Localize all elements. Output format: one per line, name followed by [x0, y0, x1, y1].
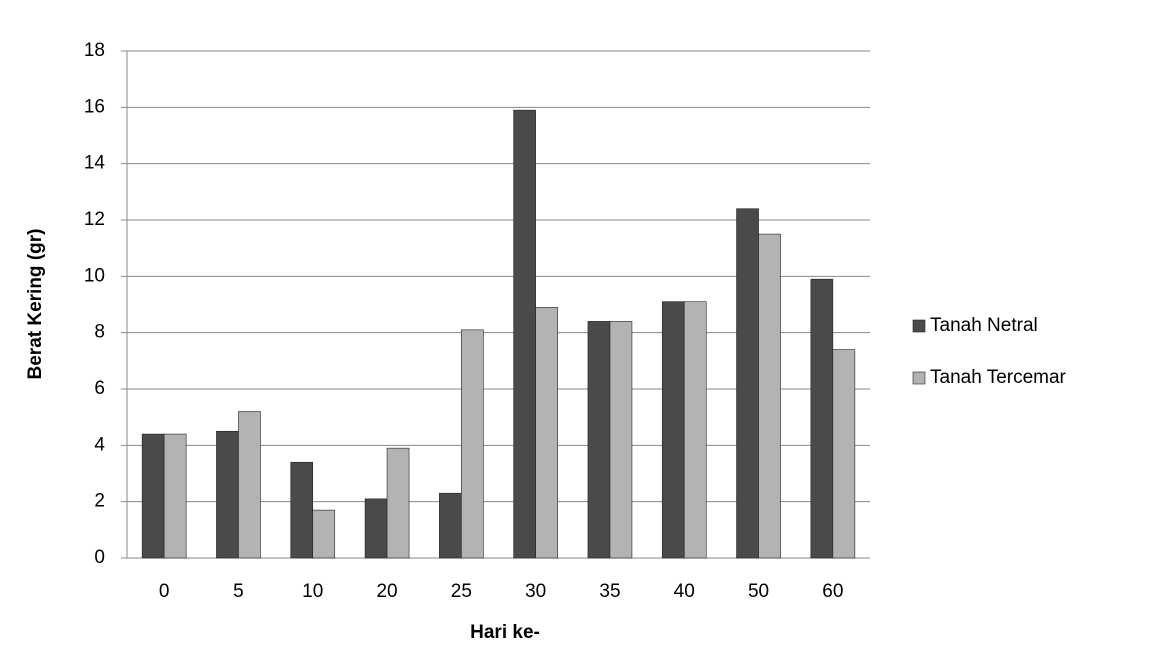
x-tick-label: 60	[822, 581, 843, 602]
x-tick-label: 10	[302, 581, 323, 602]
bar	[386, 447, 410, 559]
x-tick-label: 5	[233, 581, 244, 602]
y-tick-label: 6	[94, 378, 105, 399]
bar	[461, 329, 484, 559]
bar	[141, 433, 165, 559]
x-tick-label: 50	[748, 581, 769, 602]
bar	[661, 301, 685, 559]
x-tick-label: 35	[599, 581, 620, 602]
bar	[238, 411, 261, 559]
bar	[810, 278, 834, 559]
y-tick-label: 0	[94, 547, 105, 568]
bar	[535, 307, 558, 559]
y-tick-label: 2	[94, 491, 105, 512]
bar	[683, 301, 707, 559]
x-axis-title: Hari ke-	[470, 622, 540, 643]
bar	[832, 349, 856, 559]
x-tick-label: 20	[376, 581, 397, 602]
x-tick-label: 40	[674, 581, 695, 602]
bar	[312, 509, 336, 559]
y-tick-label: 4	[94, 434, 105, 455]
y-tick-label: 8	[94, 322, 105, 343]
y-tick-label: 10	[84, 265, 105, 286]
bar	[609, 321, 633, 559]
bar	[513, 109, 536, 559]
bar	[290, 461, 314, 559]
legend-swatch	[912, 371, 926, 385]
legend-swatch	[912, 319, 926, 333]
bar	[736, 208, 759, 559]
legend-label: Tanah Netral	[930, 315, 1038, 336]
y-tick-label: 16	[84, 96, 105, 117]
bar	[216, 430, 239, 559]
bar	[364, 498, 388, 559]
y-tick-label: 18	[84, 40, 105, 61]
bar	[439, 492, 462, 559]
bar	[758, 233, 781, 559]
x-tick-label: 30	[525, 581, 546, 602]
bar	[587, 321, 611, 559]
x-tick-label: 0	[159, 581, 170, 602]
legend-label: Tanah Tercemar	[930, 367, 1067, 388]
y-tick-label: 14	[84, 153, 106, 174]
y-tick-label: 12	[84, 209, 105, 230]
y-axis-title: Berat Kering (gr)	[25, 229, 46, 380]
x-tick-label: 25	[451, 581, 472, 602]
bar	[163, 433, 187, 559]
